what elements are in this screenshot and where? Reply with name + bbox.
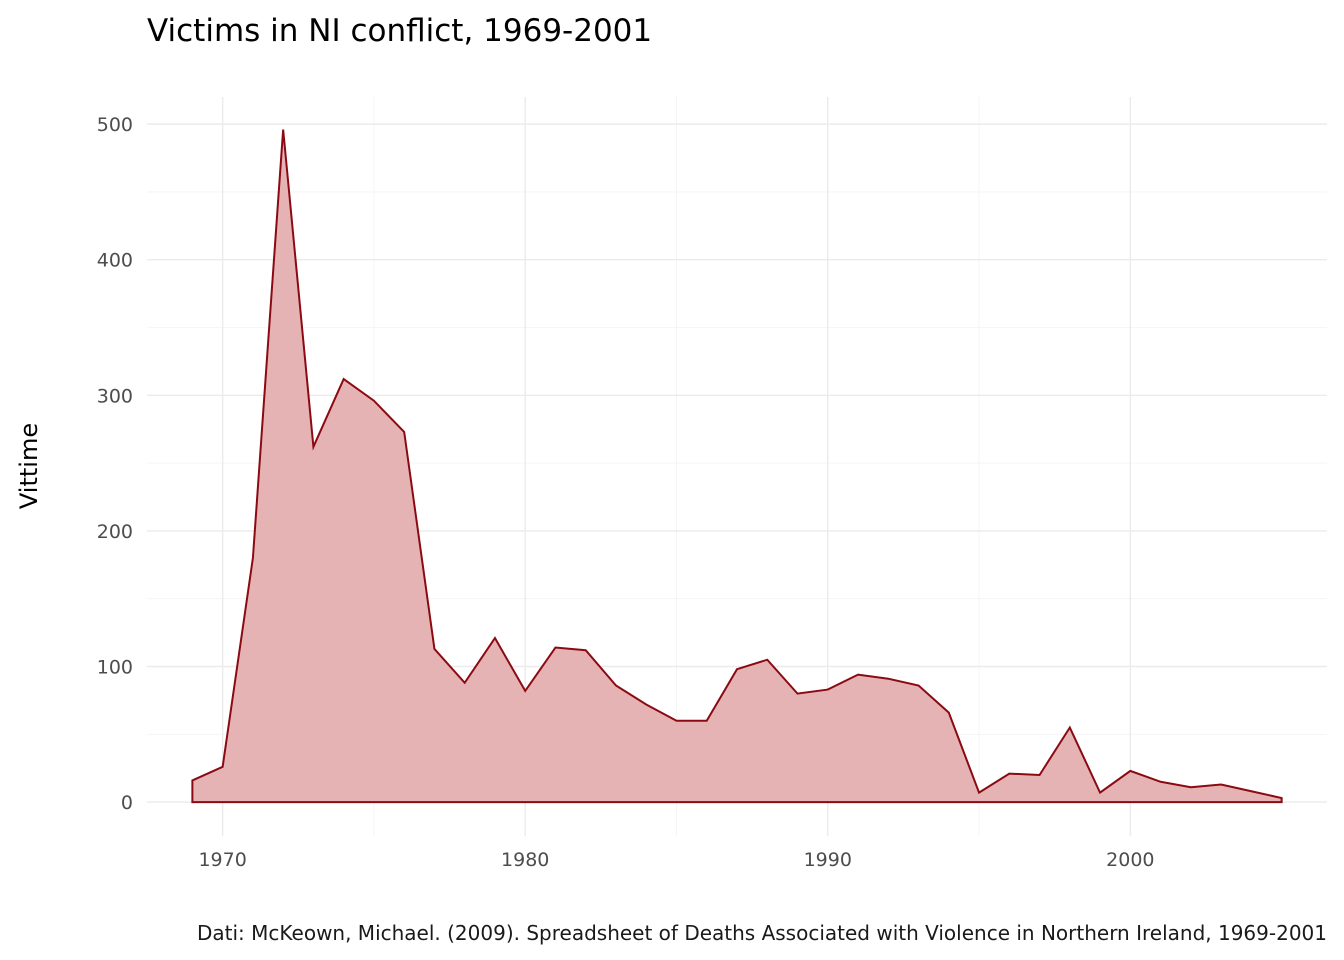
y-tick-label: 400: [97, 250, 133, 272]
y-axis-label: Vittime: [15, 423, 43, 509]
x-tick-label: 1990: [804, 849, 852, 871]
plot-area: [191, 129, 1283, 804]
x-tick-label: 2000: [1106, 849, 1154, 871]
y-axis-ticks: 0 100 200 300 400 500: [97, 114, 133, 814]
x-axis-ticks: 1970 1980 1990 2000: [198, 849, 1154, 871]
y-tick-label: 0: [121, 792, 133, 814]
caption: Dati: McKeown, Michael. (2009). Spreadsh…: [197, 921, 1327, 945]
victims-area: [191, 129, 1283, 804]
y-tick-label: 500: [97, 114, 133, 136]
x-tick-label: 1970: [198, 849, 246, 871]
chart-title: Victims in NI conflict, 1969-2001: [147, 13, 652, 49]
y-tick-label: 100: [97, 657, 133, 679]
x-tick-label: 1980: [501, 849, 549, 871]
y-tick-label: 200: [97, 521, 133, 543]
y-tick-label: 300: [97, 385, 133, 407]
